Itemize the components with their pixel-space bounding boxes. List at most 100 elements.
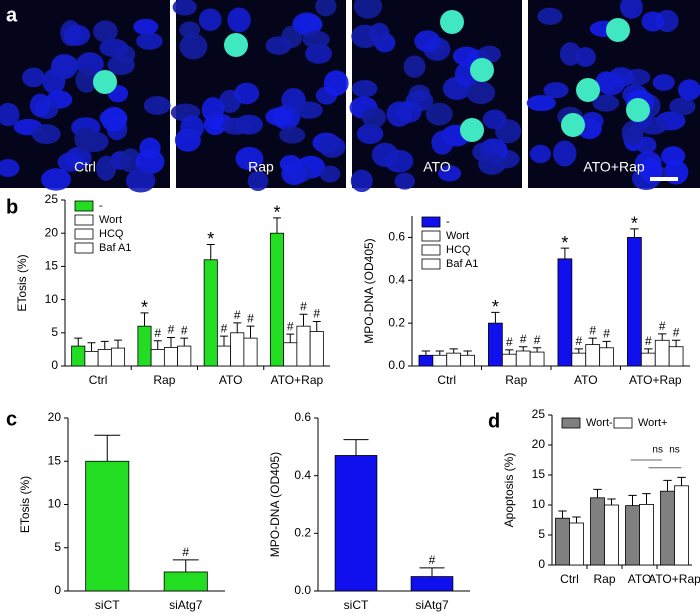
nucleus (305, 43, 332, 64)
nucleus (597, 72, 625, 96)
nucleus (351, 79, 378, 98)
panel-letter: b (6, 196, 18, 218)
panel-letter: a (6, 4, 18, 26)
bar (269, 232, 285, 367)
nucleus (619, 0, 643, 19)
nucleus (323, 70, 349, 96)
error-bar (435, 350, 444, 356)
micrograph: ATO (349, 0, 522, 193)
nucleus (50, 53, 78, 80)
error-bar (574, 348, 583, 354)
bar (488, 322, 503, 367)
image-label: Rap (248, 159, 274, 175)
nucleus (395, 100, 422, 123)
etosis-cell (460, 118, 484, 142)
nucleus (362, 107, 387, 128)
bar (625, 505, 640, 566)
nucleus (537, 7, 563, 25)
nucleus (529, 144, 551, 164)
nucleus (319, 165, 341, 183)
error-bar (642, 493, 651, 505)
nucleus (581, 111, 604, 131)
y-tick-label: 25 (45, 192, 59, 206)
nucleus (553, 140, 577, 167)
legend-label: Wort+ (638, 417, 667, 429)
significance-marker: # (247, 311, 254, 325)
legend-swatch (74, 228, 94, 240)
legend-swatch (561, 417, 581, 429)
micrograph: Rap (170, 0, 349, 191)
etosis-cell (561, 113, 585, 137)
x-tick-label: Rap (505, 373, 527, 387)
significance-marker: # (300, 299, 307, 313)
etosis-cell (93, 70, 117, 94)
bar (639, 503, 654, 566)
y-tick-label: 5 (538, 527, 545, 541)
x-tick-label: ATO (628, 572, 652, 586)
significance-marker: # (659, 319, 666, 333)
nucleus (559, 42, 582, 66)
nucleus (0, 159, 20, 178)
y-tick-label: 0.2 (294, 526, 311, 540)
image-label: Ctrl (74, 159, 96, 175)
y-tick-label: 0 (54, 583, 61, 597)
nucleus (371, 142, 399, 167)
error-bar (607, 498, 616, 505)
y-tick-label: 10 (45, 292, 59, 306)
bar (163, 571, 208, 592)
error-bar (558, 510, 567, 519)
x-tick-label: ATO (219, 373, 243, 387)
significance-marker: # (534, 333, 541, 347)
error-bar (588, 337, 597, 345)
bar (177, 345, 192, 367)
significance-marker: # (645, 334, 652, 348)
y-tick-label: 15 (45, 259, 59, 273)
y-tick-label: 0 (538, 557, 545, 571)
etosis-cell (470, 58, 494, 82)
nucleus (638, 116, 668, 135)
nucleus (636, 136, 657, 154)
significance-marker: # (234, 308, 241, 322)
y-axis-label: ETosis (%) (15, 254, 29, 311)
bar (283, 342, 298, 367)
legend-swatch (421, 216, 441, 228)
bar (432, 354, 448, 367)
y-tick-label: 20 (45, 225, 59, 239)
micrograph: Ctrl (0, 0, 171, 193)
legend-swatch (74, 214, 94, 226)
error-bar (505, 349, 514, 355)
bar (446, 352, 462, 367)
error-bar (233, 322, 242, 333)
x-tick-label: ATO+Rap (648, 572, 700, 586)
y-tick-label: 0 (51, 358, 58, 372)
y-tick-label: 0.0 (294, 583, 311, 597)
nucleus (293, 13, 323, 35)
x-tick-label: Rap (153, 373, 175, 387)
error-bar (153, 340, 162, 350)
error-bar (246, 325, 255, 339)
nucleus (172, 0, 197, 16)
nucleus (107, 54, 135, 76)
y-tick-label: 20 (532, 437, 546, 451)
bar (660, 490, 675, 566)
nucleus (425, 102, 453, 126)
error-bar (671, 339, 681, 347)
significance-marker: # (221, 321, 228, 335)
error-bar (312, 321, 321, 332)
nucleus (621, 120, 644, 146)
error-bar (449, 348, 458, 354)
nucleus (641, 11, 665, 32)
bar (569, 522, 584, 566)
nucleus (394, 172, 415, 190)
error-bar (74, 337, 83, 347)
y-axis-label: MPO-DNA (OD405) (362, 238, 376, 343)
error-bar (572, 516, 581, 523)
error-bar (463, 350, 472, 356)
bar (137, 325, 152, 367)
bar (585, 344, 601, 367)
error-bar (421, 350, 431, 356)
significance-marker: # (520, 332, 527, 346)
etosis-cell (626, 98, 650, 122)
x-tick-label: ATO+Rap (271, 373, 324, 387)
nucleus (592, 94, 620, 112)
